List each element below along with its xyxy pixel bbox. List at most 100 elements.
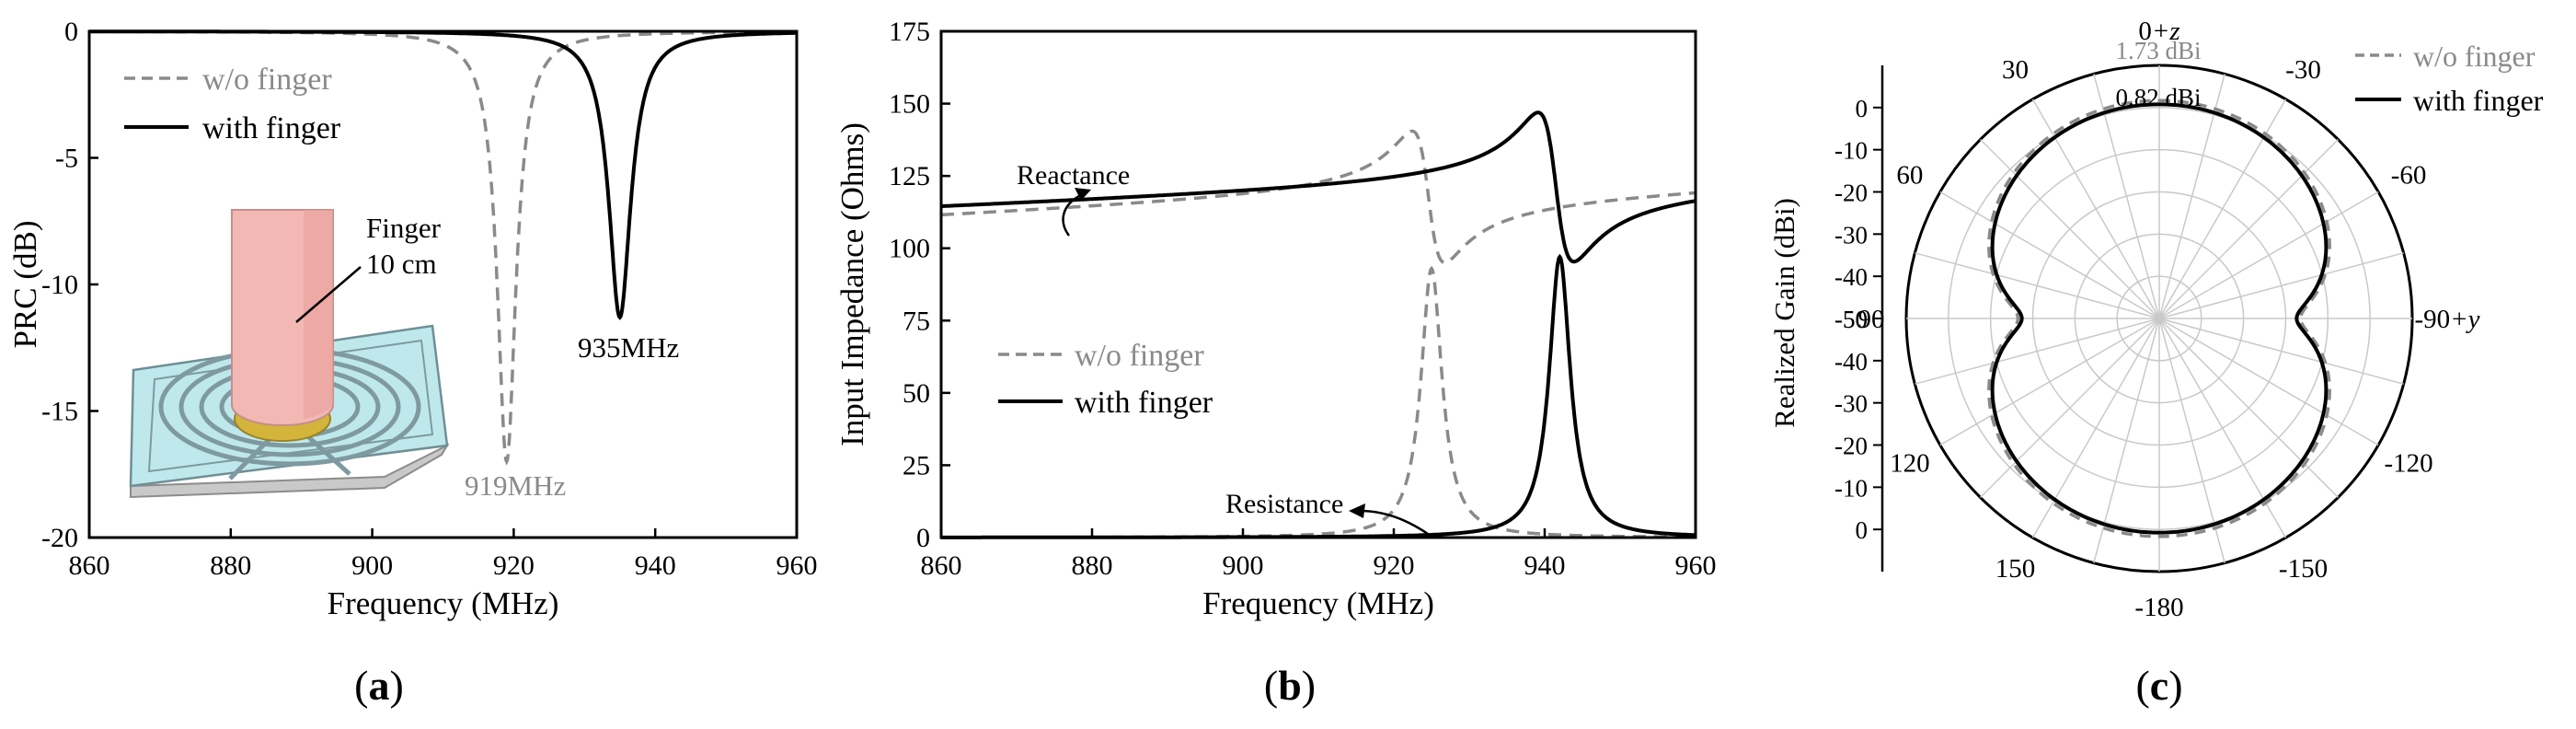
polar-spoke (2031, 318, 2160, 538)
x-tick-label: 960 (1675, 550, 1717, 581)
panel-a-legend-wo-label: w/o finger (202, 63, 332, 97)
panel-b-annotation-resistance: Resistance (1225, 489, 1343, 519)
panel-b-resistance-arrowhead (1349, 503, 1365, 518)
panel-b-legend-with-label: with finger (1075, 386, 1213, 420)
panel-a-annotation-919: 919MHz (465, 469, 566, 502)
inset-label-length: 10 cm (366, 248, 437, 280)
y-tick-label: 50 (903, 378, 930, 409)
x-tick-label: 880 (210, 550, 251, 581)
polar-angle-label: -30 (2285, 55, 2321, 85)
polar-spoke (2158, 318, 2339, 498)
panel-a-inset-illustration: Finger 10 cm (129, 209, 450, 499)
radial-tick-label: 0 (1856, 95, 1869, 122)
panel-c-legend: w/o finger with finger (2355, 40, 2544, 117)
radial-tick-label: -20 (1834, 179, 1868, 207)
panel-c-legend-with-label: with finger (2413, 84, 2544, 117)
polar-angle-label: -120 (2384, 449, 2432, 479)
x-axis-label: Frequency (MHz) (1202, 585, 1434, 621)
radial-tick-label: -20 (1834, 433, 1868, 460)
x-tick-label: 860 (69, 550, 110, 581)
inset-label-finger: Finger (366, 212, 442, 244)
panel-b-reactance-arrowhead (1075, 188, 1091, 201)
panel-b-reactance-arrow (1062, 193, 1082, 237)
panel-a-prc-chart: 860 880 900 920 940 960 0 -5 -10 -15 -20 Frequency … (7, 17, 818, 709)
panel-b-with-finger-reactance-line (941, 110, 1696, 264)
polar-spoke (1980, 318, 2160, 498)
panel-a-annotation-935: 935MHz (578, 331, 679, 364)
panel-c-legend-wo-label: w/o finger (2413, 40, 2536, 73)
polar-angle-label: 120 (1890, 449, 1930, 479)
panel-c-with-finger-pattern (1990, 102, 2329, 535)
inset-feed-line-2 (302, 431, 351, 476)
polar-spoke (1939, 191, 2160, 319)
panel-a-legend: w/o finger with finger (124, 63, 341, 145)
y-tick-label: 150 (889, 89, 930, 120)
radial-tick-label: -10 (1834, 474, 1868, 502)
polar-spoke (1939, 318, 2160, 446)
panel-c-wo-finger-pattern (1987, 98, 2331, 538)
y-tick-label: 100 (889, 234, 930, 264)
y-tick-label: 175 (889, 17, 930, 47)
polar-spoke (2158, 318, 2287, 538)
polar-spoke (2158, 74, 2225, 319)
panel-c-annotation-with-peak: 0.82 dBi (2115, 84, 2201, 111)
panel-b-resistance-arrow (1359, 509, 1429, 536)
x-tick-label: 940 (635, 550, 676, 581)
polar-spoke (2158, 98, 2287, 319)
radial-tick-label: -50 (1834, 306, 1868, 333)
y-axis-label: PRC (dB) (7, 220, 43, 348)
polar-axis-suffix: +z (2152, 17, 2180, 46)
panel-b-legend-wo-label: w/o finger (1075, 339, 1204, 373)
x-tick-label: 960 (776, 550, 818, 581)
polar-spoke (2158, 191, 2379, 319)
polar-spoke (2093, 318, 2160, 563)
polar-spoke (2158, 318, 2404, 385)
y-tick-label: 0 (916, 523, 930, 553)
polar-angle-label: -150 (2279, 554, 2328, 584)
x-tick-label: 900 (1223, 550, 1264, 581)
polar-spoke (2093, 74, 2160, 319)
polar-spoke (2031, 98, 2160, 319)
panel-c-polar-grid (1904, 64, 2414, 573)
polar-angle-label: -90+y (2414, 305, 2479, 334)
y-tick-label: 25 (903, 450, 930, 480)
y-tick-label: -10 (41, 270, 78, 300)
panel-a-axes: 860 880 900 920 940 960 0 -5 -10 -15 -20 Frequency … (7, 17, 818, 621)
panel-c-radial-ticks: 0-10-20-30-40-50-50-40-30-20-100 (1834, 65, 1884, 572)
y-tick-label: -20 (41, 523, 78, 553)
polar-axis-suffix: +y (2450, 305, 2480, 334)
panel-b-wo-finger-reactance-line (940, 129, 1696, 265)
y-tick-label: 75 (903, 306, 930, 336)
x-tick-label: 860 (921, 550, 962, 581)
x-tick-label: 900 (351, 550, 393, 581)
polar-spoke (1980, 139, 2160, 319)
polar-spoke (1915, 318, 2160, 385)
polar-angle-label: -60 (2391, 161, 2427, 191)
panel-a-letter: (a) (354, 662, 404, 709)
inset-finger-pointer (295, 266, 362, 323)
panel-c-letter: (c) (2135, 662, 2182, 709)
polar-spoke (2158, 252, 2404, 319)
x-tick-label: 940 (1524, 550, 1566, 581)
panel-a-with-finger-line (89, 29, 797, 320)
polar-angle-label: 30 (2002, 55, 2029, 85)
polar-spoke (1915, 252, 2160, 319)
panel-b-letter: (b) (1264, 662, 1316, 709)
polar-spoke (2158, 318, 2225, 563)
radial-tick-label: -40 (1834, 263, 1868, 291)
panel-b-annotation-reactance: Reactance (1017, 160, 1130, 191)
polar-angle-label: -180 (2134, 593, 2183, 622)
y-tick-label: -15 (41, 397, 78, 427)
x-tick-label: 920 (493, 550, 535, 581)
panel-b-legend: w/o finger with finger (998, 339, 1213, 420)
inset-finger-shade (304, 210, 333, 419)
radial-tick-label: -30 (1834, 221, 1868, 249)
panel-c-annotation-wo-peak: 1.73 dBi (2115, 37, 2201, 64)
x-tick-label: 920 (1374, 550, 1415, 581)
panel-b-frame (939, 29, 1697, 539)
y-tick-label: -5 (55, 144, 78, 174)
panel-a-legend-with-label: with finger (202, 111, 341, 145)
y-axis-label: Input Impedance (Ohms) (834, 122, 870, 446)
